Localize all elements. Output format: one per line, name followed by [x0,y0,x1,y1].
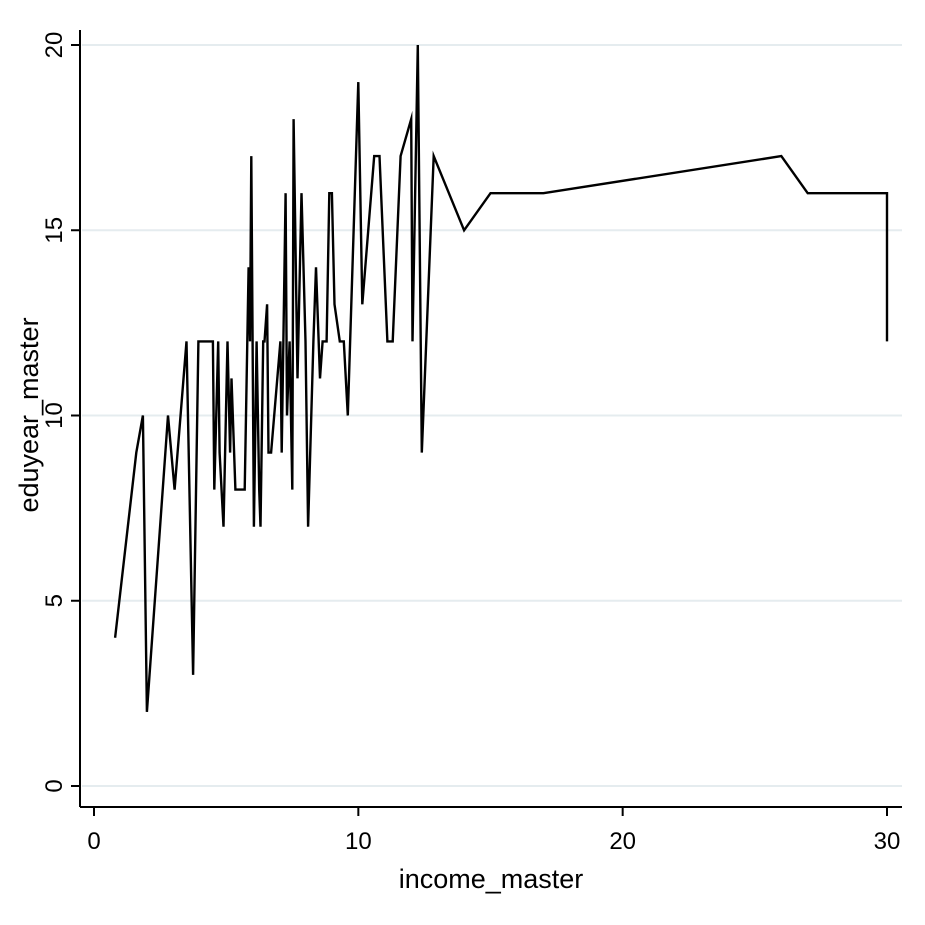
series-line-1 [113,44,889,712]
x-tick-label-30: 30 [874,828,901,855]
x-axis-title: income_master [399,864,584,894]
y-axis-ticks: 0 5 10 15 20 [41,32,80,793]
y-tick-label-0: 0 [41,779,68,792]
y-axis-title: eduyear_master [14,317,44,512]
y-tick-label-10: 10 [41,402,68,429]
series-layer [113,44,889,712]
y-tick-label-20: 20 [41,32,68,59]
y-tick-label-5: 5 [41,594,68,607]
y-tick-label-15: 15 [41,217,68,244]
x-tick-label-10: 10 [345,828,372,855]
x-tick-label-20: 20 [609,828,636,855]
x-tick-label-0: 0 [87,828,100,855]
x-axis-ticks: 0 10 20 30 [87,807,900,855]
